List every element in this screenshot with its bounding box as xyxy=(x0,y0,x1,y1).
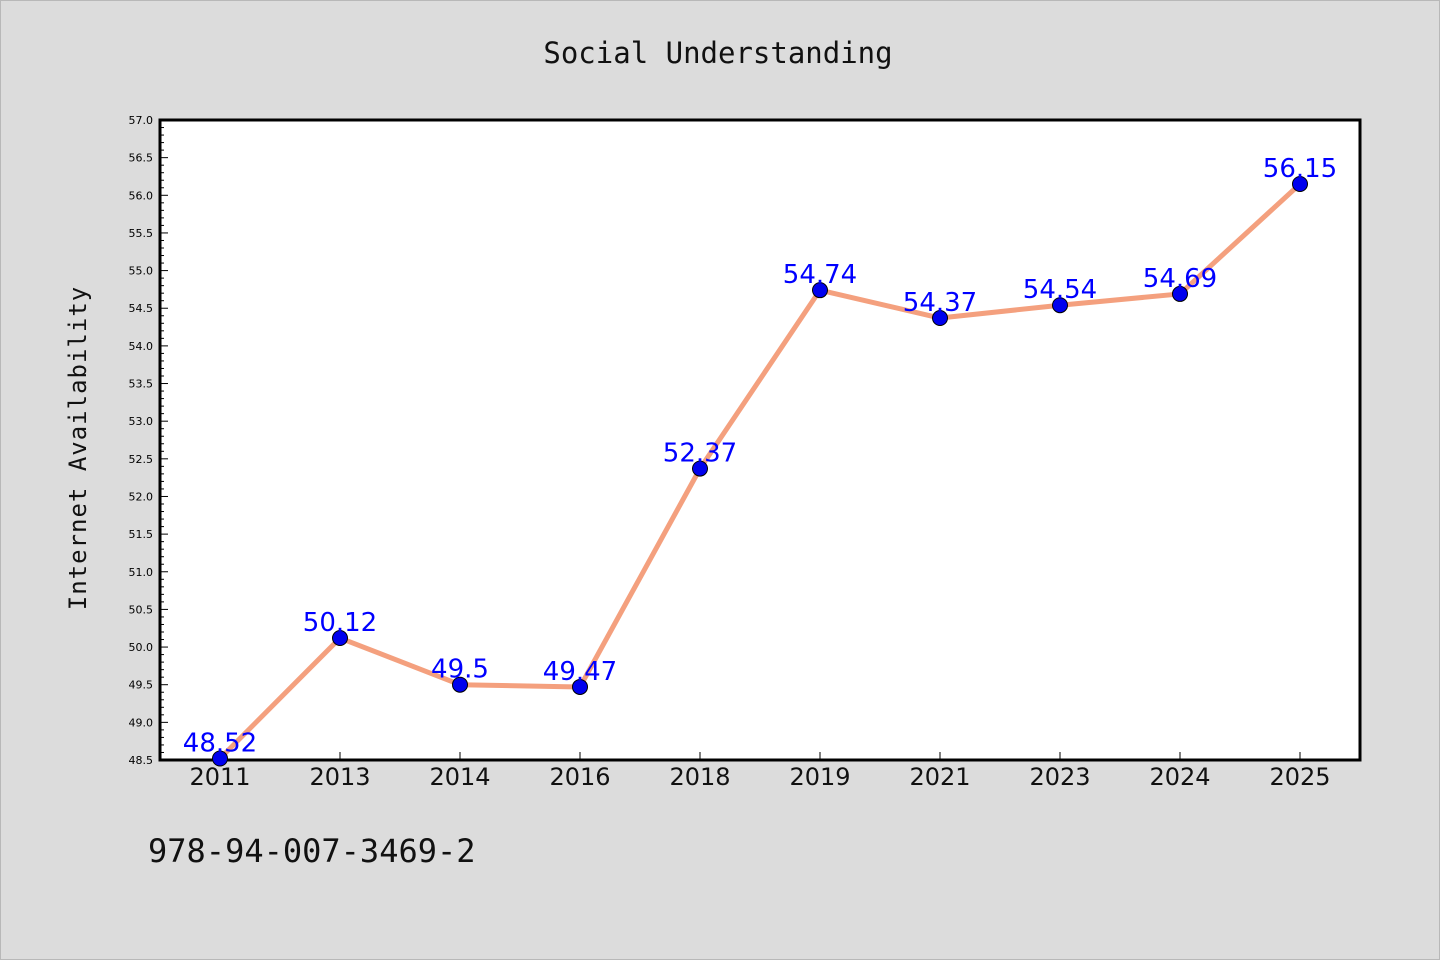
series-line xyxy=(218,182,1302,761)
data-point xyxy=(812,282,828,299)
x-tick-label: 2024 xyxy=(1149,763,1210,791)
y-tick-label: 55.5 xyxy=(129,227,154,240)
x-tick-label: 2019 xyxy=(789,763,850,791)
plot-area xyxy=(158,118,1362,762)
data-label: 52.37 xyxy=(663,439,737,469)
x-tick-label: 2025 xyxy=(1269,763,1330,791)
data-label: 49.5 xyxy=(431,655,489,685)
x-axis: 2011 2013 2014 2016 2018 2019 2021 2023 2024 2025 xyxy=(189,752,1331,791)
y-tick-label: 50.5 xyxy=(129,603,154,616)
y-tick-label: 51.0 xyxy=(129,566,154,579)
x-tick-label: 2011 xyxy=(189,763,250,791)
y-tick-label: 57.0 xyxy=(129,114,154,127)
y-tick-label: 49.0 xyxy=(129,716,154,729)
data-label: 48.52 xyxy=(183,728,257,758)
y-tick-label: 52.0 xyxy=(129,490,154,503)
isbn-text: 978-94-007-3469-2 xyxy=(148,832,476,870)
y-tick-label: 54.5 xyxy=(129,302,154,315)
data-point xyxy=(332,630,348,647)
y-axis-label: Internet Availability xyxy=(64,286,92,610)
data-point xyxy=(692,460,708,477)
y-tick-label: 56.0 xyxy=(129,189,154,202)
x-tick-label: 2014 xyxy=(429,763,490,791)
x-tick-label: 2023 xyxy=(1029,763,1090,791)
data-point xyxy=(572,678,588,695)
data-label: 54.37 xyxy=(903,288,977,318)
y-tick-label: 50.0 xyxy=(129,641,154,654)
y-tick-label: 51.5 xyxy=(129,528,154,541)
data-point xyxy=(1292,176,1308,192)
y-tick-label: 52.5 xyxy=(129,453,154,466)
data-label: 54.74 xyxy=(783,260,857,290)
y-tick-label: 53.5 xyxy=(129,378,154,391)
y-axis: 48.5 49.0 49.5 50.0 50.5 51.0 51.5 52.0 52.5 53.0… xyxy=(129,114,168,767)
x-tick-label: 2013 xyxy=(309,763,370,791)
y-tick-label: 55.0 xyxy=(129,265,154,278)
y-tick-label: 49.5 xyxy=(129,679,154,692)
y-tick-label: 53.0 xyxy=(129,415,154,428)
y-tick-label: 56.5 xyxy=(129,152,154,165)
data-label: 56.15 xyxy=(1263,154,1337,184)
x-tick-label: 2018 xyxy=(669,763,730,791)
data-point xyxy=(212,750,228,767)
data-point xyxy=(1052,297,1068,314)
data-label: 49.47 xyxy=(543,657,617,687)
x-tick-label: 2016 xyxy=(549,763,610,791)
x-tick-label: 2021 xyxy=(909,763,970,791)
series-group xyxy=(212,176,1308,767)
data-point xyxy=(932,310,948,327)
data-label: 54.54 xyxy=(1023,275,1097,305)
data-labels: 48.52 50.12 49.5 49.47 52.37 54.74 54.37 54.54 5… xyxy=(183,154,1337,758)
y-tick-label: 54.0 xyxy=(129,340,154,353)
chart-title: Social Understanding xyxy=(543,36,892,70)
data-label: 50.12 xyxy=(303,608,377,638)
data-point xyxy=(452,676,468,693)
data-label: 54.69 xyxy=(1143,264,1217,294)
y-tick-label: 48.5 xyxy=(129,754,154,767)
data-point xyxy=(1172,285,1188,302)
